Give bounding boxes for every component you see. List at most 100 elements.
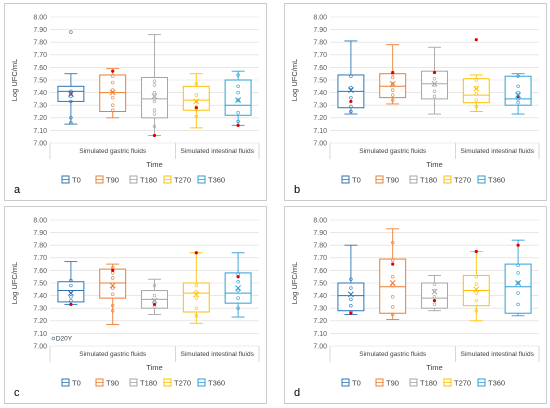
chart-panel-c: 7.00 7.10 7.20 7.30 7.40 7.50 7.60 7.70 7.80 7.90…	[4, 206, 267, 404]
y-tick-label: 7.00	[33, 343, 47, 350]
y-tick-label: 7.40	[33, 90, 47, 97]
box-series-T0	[337, 244, 365, 315]
outlier-point	[51, 336, 56, 341]
legend-item-T270: T270	[163, 175, 191, 185]
highlight-point	[349, 311, 353, 315]
y-tick-label: 7.80	[313, 243, 327, 250]
legend-label: T0	[72, 379, 81, 388]
y-tick-label: 7.50	[33, 77, 47, 84]
mean-marker	[67, 90, 74, 97]
legend-item-T360: T360	[477, 175, 505, 185]
data-point	[390, 75, 395, 80]
highlight-point	[194, 251, 198, 255]
box-series-T270	[182, 73, 210, 129]
data-point	[432, 302, 437, 307]
data-point	[474, 104, 479, 109]
y-tick-label: 7.20	[313, 115, 327, 122]
y-tick-label: 8.00	[33, 14, 47, 21]
data-point	[516, 271, 520, 275]
box-series-T90	[99, 263, 127, 326]
y-tick-label: 7.50	[313, 280, 327, 287]
y-tick-label: 7.20	[33, 318, 47, 325]
data-point	[349, 74, 353, 78]
y-tick-label: 7.30	[313, 103, 327, 110]
highlight-point	[432, 299, 437, 303]
data-point	[349, 303, 353, 308]
x-axis-label: Time	[426, 363, 442, 372]
legend-label: T360	[208, 379, 225, 388]
highlight-point	[152, 133, 157, 138]
box-iqr	[379, 258, 407, 314]
legend-label: T180	[140, 379, 157, 388]
legend-label: T90	[386, 176, 399, 185]
data-point	[349, 277, 353, 281]
data-point	[349, 104, 353, 109]
group-label: Simulated intestinal fluids	[181, 351, 255, 358]
data-point	[110, 95, 115, 100]
data-point	[516, 263, 520, 268]
data-point	[69, 116, 73, 120]
data-point	[390, 82, 395, 86]
data-point	[236, 84, 240, 89]
data-point	[390, 258, 395, 263]
box-iqr	[224, 79, 252, 116]
data-point	[474, 309, 479, 313]
legend-item-T90: T90	[95, 378, 119, 388]
mean-marker	[151, 93, 158, 100]
data-point	[152, 83, 157, 87]
data-point	[194, 93, 199, 97]
data-point	[349, 109, 353, 114]
y-axis-label: Log UFC/mL	[290, 59, 299, 102]
data-point	[69, 278, 73, 283]
data-point	[236, 98, 240, 102]
y-axis-label: Log UFC/mL	[10, 59, 19, 102]
data-point	[236, 280, 240, 284]
box-iqr	[421, 70, 448, 100]
highlight-point	[111, 268, 115, 272]
y-tick-label: 7.90	[33, 230, 47, 237]
mean-marker	[109, 89, 116, 96]
mean-marker	[347, 291, 354, 298]
group-label: Simulated gastric fluids	[359, 351, 427, 358]
data-point	[152, 90, 157, 95]
y-tick-label: 7.00	[33, 140, 47, 147]
box-iqr	[337, 282, 365, 312]
data-point	[110, 88, 115, 92]
legend-item-T0: T0	[61, 378, 81, 388]
data-point	[516, 90, 520, 95]
legend-label: T0	[352, 379, 361, 388]
data-point	[474, 291, 479, 295]
legend-label: T90	[386, 379, 399, 388]
legend-label: T180	[420, 176, 437, 185]
data-point	[349, 95, 353, 100]
data-point	[432, 94, 437, 99]
legend-label: T270	[454, 379, 471, 388]
legend-item-T0: T0	[61, 175, 81, 185]
highlight-point	[236, 275, 240, 279]
legend-item-T180: T180	[129, 378, 157, 388]
data-point	[516, 302, 520, 307]
data-point	[349, 297, 353, 302]
outlier-annotation: D20Y	[56, 336, 73, 343]
mean-marker	[347, 87, 354, 94]
y-tick-label: 7.90	[313, 230, 327, 237]
highlight-point	[236, 123, 240, 127]
y-tick-label: 7.60	[313, 65, 327, 72]
x-axis-label: Time	[426, 160, 442, 169]
mean-marker	[193, 98, 200, 105]
box-series-T90	[99, 68, 127, 119]
legend-label: T90	[106, 176, 119, 185]
data-point	[110, 103, 115, 107]
legend-label: T0	[352, 176, 361, 185]
data-point	[110, 286, 115, 290]
data-point	[236, 288, 240, 293]
legend-item-T180: T180	[129, 175, 157, 185]
legend-item-T0: T0	[341, 175, 361, 185]
y-tick-label: 7.80	[313, 40, 327, 47]
box-series-T0	[57, 30, 85, 125]
box-series-T360	[504, 239, 532, 317]
legend-label: T270	[174, 176, 191, 185]
box-series-T270	[462, 249, 490, 322]
data-point	[349, 85, 353, 90]
legend-item-T0: T0	[341, 378, 361, 388]
